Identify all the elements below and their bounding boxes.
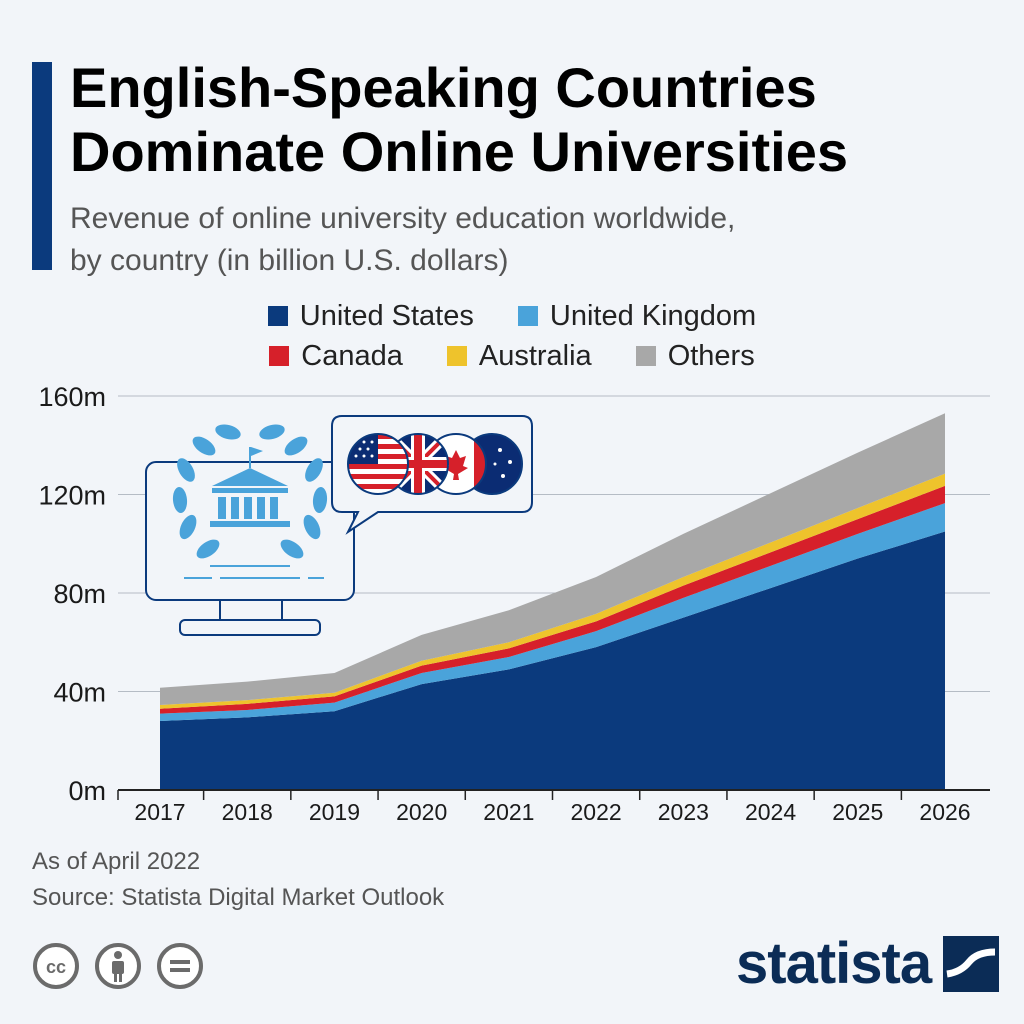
legend-swatch-united-kingdom <box>517 306 538 326</box>
creative-commons-icon[interactable]: cc <box>32 942 80 990</box>
chart-areas <box>160 413 945 790</box>
x-tick-label: 2017 <box>134 799 185 825</box>
x-tick-label: 2020 <box>396 799 447 825</box>
statista-logo[interactable]: statista <box>736 931 1000 996</box>
statista-mark-icon <box>943 936 1000 992</box>
legend-item-canada: Canada <box>269 340 403 373</box>
legend-label-australia: Australia <box>478 339 592 372</box>
legend-item-australia: Australia <box>446 339 592 373</box>
area-series-united-states <box>160 531 945 790</box>
legend-label-canada: Canada <box>301 339 403 372</box>
legend-swatch-others <box>635 346 656 366</box>
y-tick-label: 40m <box>53 678 106 708</box>
flags-speech-bubble <box>331 415 533 535</box>
legend-swatch-canada <box>269 346 290 366</box>
title-line-1: English-Speaking Countries <box>70 56 817 119</box>
chart-legend: United States United Kingdom Canada Aust… <box>0 296 1024 376</box>
online-university-monitor-icon <box>145 424 355 636</box>
title-accent-bar <box>32 62 52 270</box>
svg-text:cc: cc <box>46 957 66 977</box>
legend-item-united-kingdom: United Kingdom <box>517 299 757 333</box>
brand-wordmark: statista <box>736 931 932 996</box>
title-line-2: Dominate Online Universities <box>70 120 848 183</box>
legend-item-others: Others <box>635 339 755 373</box>
legend-label-united-states: United States <box>299 299 474 332</box>
footnote-source: Source: Statista Digital Market Outlook <box>32 884 445 911</box>
legend-row-1: United States United Kingdom <box>0 296 1024 336</box>
legend-item-united-states: United States <box>267 299 474 333</box>
subtitle-line-1: Revenue of online university education w… <box>70 202 736 235</box>
legend-row-2: Canada Australia Others <box>0 336 1024 376</box>
x-tick-label: 2026 <box>919 799 970 825</box>
subtitle-line-2: by country (in billion U.S. dollars) <box>70 244 509 277</box>
x-tick-label: 2019 <box>309 799 360 825</box>
no-derivatives-icon[interactable] <box>156 942 204 990</box>
y-tick-label: 0m <box>68 776 106 806</box>
legend-swatch-australia <box>446 346 467 366</box>
x-tick-label: 2024 <box>745 799 796 825</box>
stacked-area-chart: 0m 40m 80m 120m 160m 2017 2018 2019 2020 2021 2022… <box>38 382 990 825</box>
y-tick-label: 120m <box>38 481 106 511</box>
chart-subtitle: Revenue of online university education w… <box>70 198 970 282</box>
legend-label-united-kingdom: United Kingdom <box>549 299 757 332</box>
footnote-date: As of April 2022 <box>32 848 201 875</box>
chart-title: English-Speaking Countries Dominate Onli… <box>70 56 1000 184</box>
x-tick-label: 2018 <box>222 799 273 825</box>
y-tick-label: 80m <box>53 579 106 609</box>
x-tick-label: 2021 <box>483 799 534 825</box>
chart-axes: 0m 40m 80m 120m 160m 2017 2018 2019 2020 2021 2022… <box>38 382 990 825</box>
attribution-icon[interactable] <box>94 942 142 990</box>
license-icons: cc <box>32 942 204 990</box>
x-tick-label: 2023 <box>658 799 709 825</box>
legend-swatch-united-states <box>267 306 288 326</box>
x-tick-label: 2022 <box>571 799 622 825</box>
y-tick-label: 160m <box>38 382 106 412</box>
x-tick-label: 2025 <box>832 799 883 825</box>
legend-label-others: Others <box>667 339 755 372</box>
